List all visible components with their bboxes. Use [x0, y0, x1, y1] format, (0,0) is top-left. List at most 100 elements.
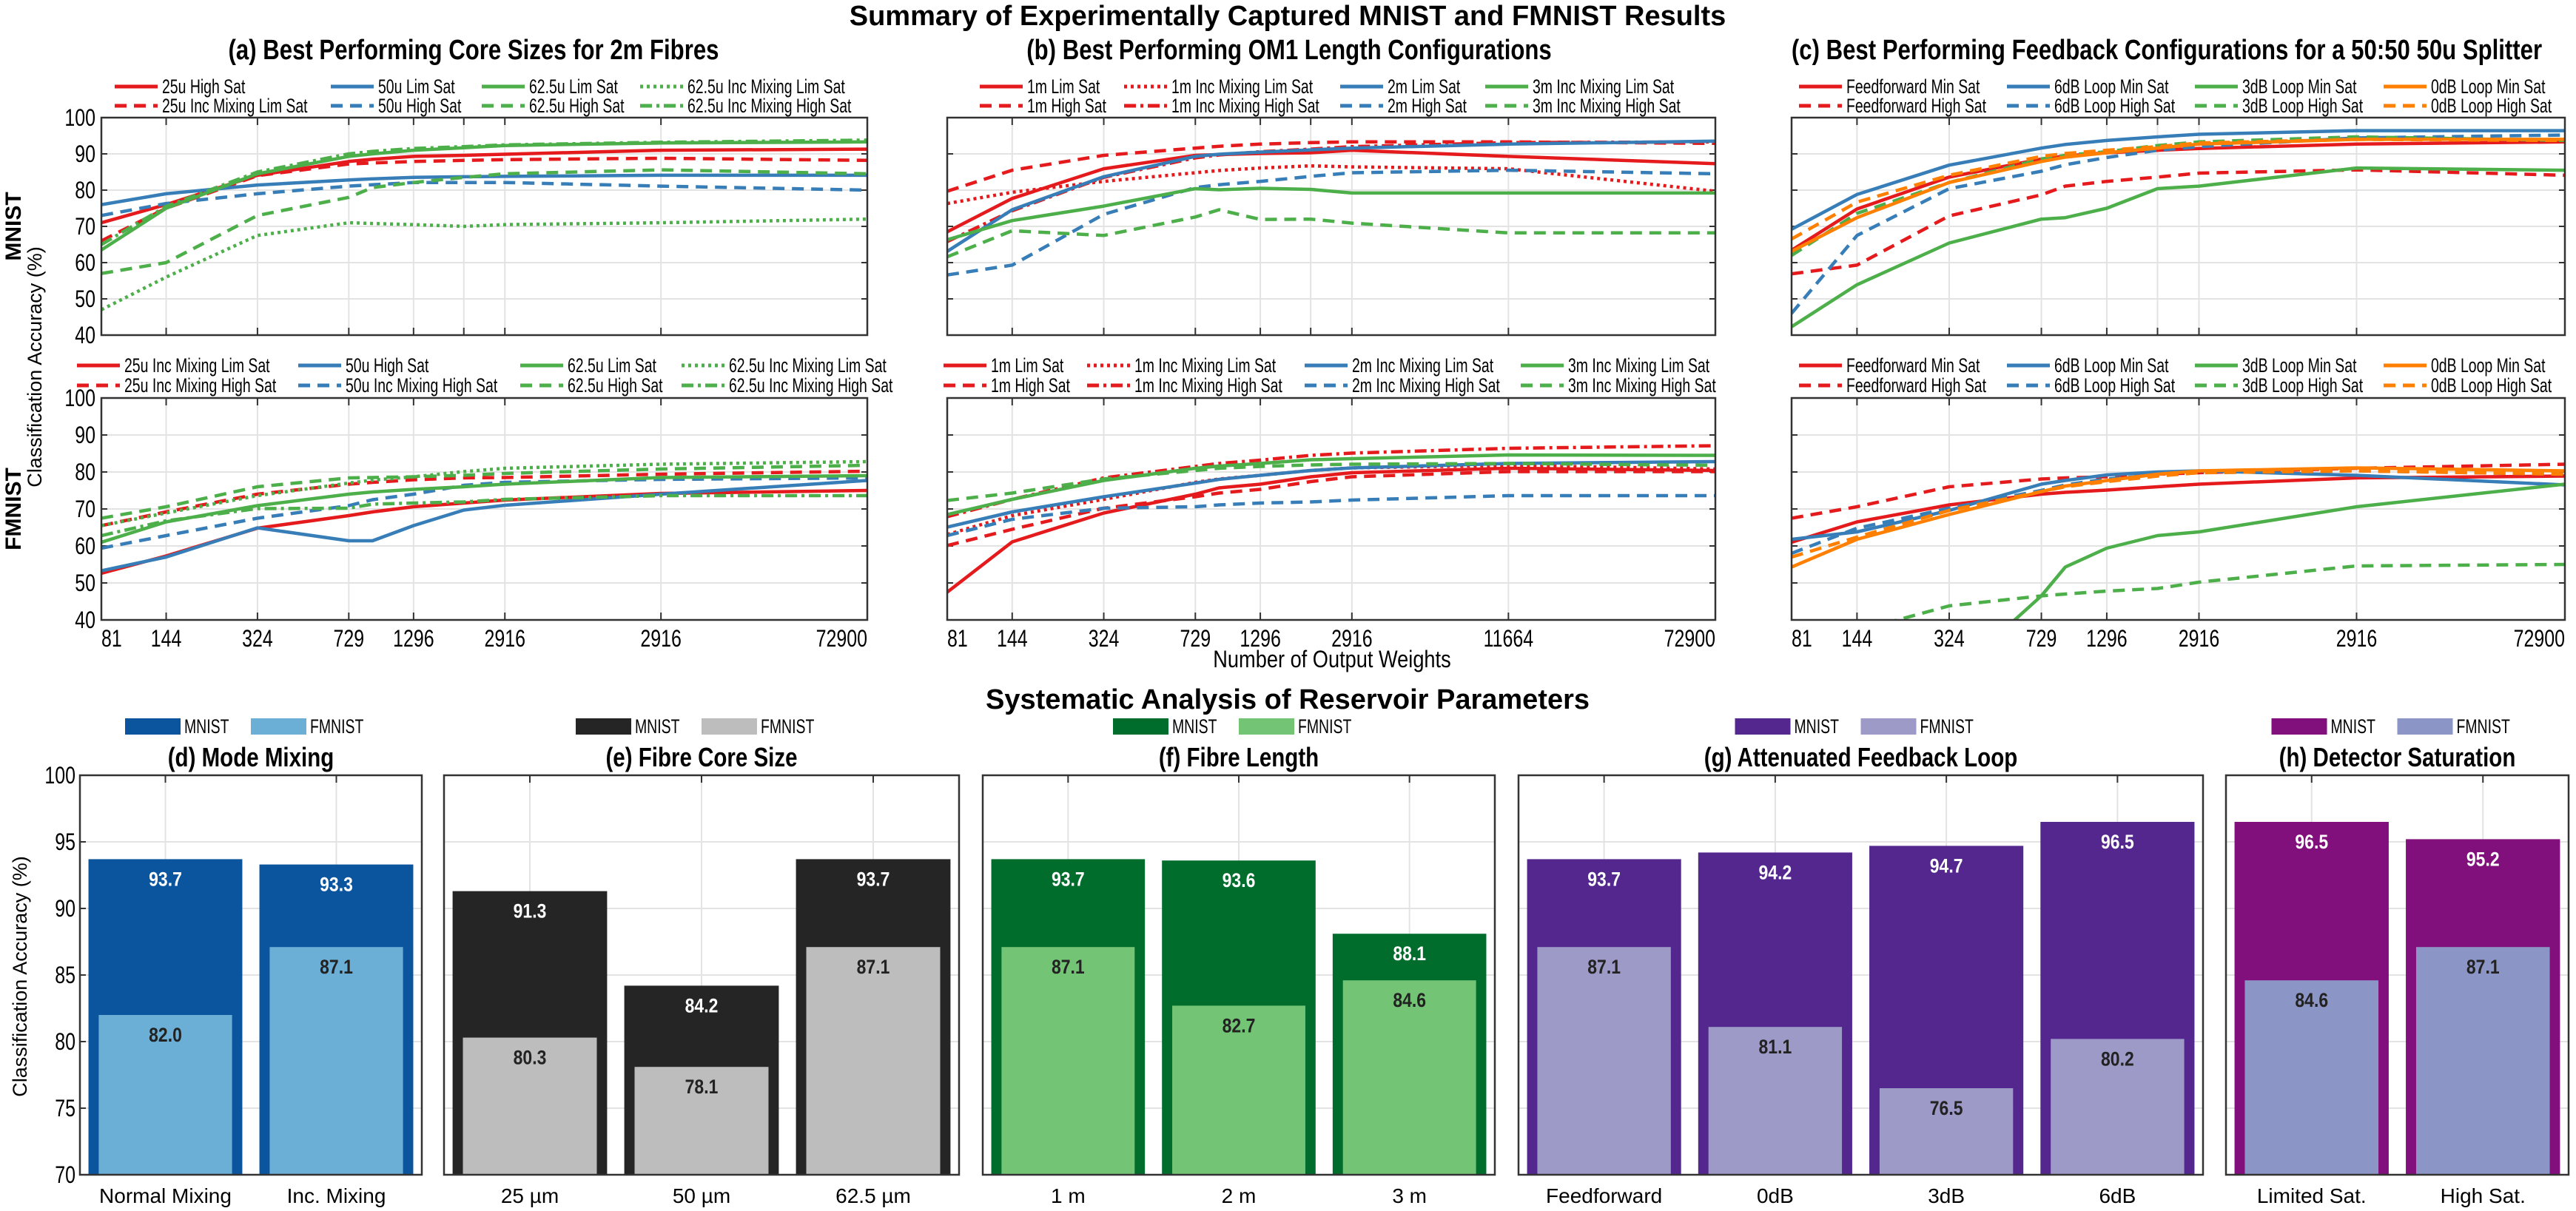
legend-label: 3m Inc Mixing Lim Sat [1533, 75, 1675, 98]
series-line [947, 208, 1715, 259]
panel-title: (g) Attenuated Feedback Loop [1704, 742, 2018, 772]
legend-item: 62.5u Lim Sat [482, 75, 618, 98]
x-axis-label-lines: Number of Output Weights [1213, 647, 1450, 673]
y-tick-label: 100 [44, 763, 75, 789]
series-line [101, 217, 867, 311]
series-line [947, 186, 1715, 242]
x-tick-label: Inc. Mixing [287, 1184, 386, 1207]
legend-item: 3dB Loop Min Sat [2195, 354, 2357, 377]
bar-value-label: 84.6 [1393, 989, 1426, 1011]
legend-label: 3m Inc Mixing Lim Sat [1568, 354, 1710, 377]
legend-label: 1m Inc Mixing High Sat [1171, 95, 1319, 117]
legend-label: 25u High Sat [162, 75, 246, 98]
bar-fmnist [269, 947, 403, 1175]
legend-item: 25u Inc Mixing Lim Sat [77, 354, 270, 377]
legend-item: Feedforward Min Sat [1799, 75, 1980, 98]
x-tick-label: 1296 [393, 626, 434, 652]
panel-title: (a) Best Performing Core Sizes for 2m Fi… [229, 35, 719, 66]
legend: MNIST FMNIST [2271, 715, 2510, 738]
bar-chart-f: (f) Fibre Length MNIST FMNIST 1 m 2 m 3 m 93.7… [981, 715, 1496, 1207]
x-tick-label: 2916 [2336, 626, 2378, 652]
x-tick-label: 6dB [2099, 1184, 2136, 1207]
y-tick-label: 70 [75, 214, 95, 240]
y-tick-label: 100 [64, 105, 95, 132]
legend-label: 3dB Loop Min Sat [2242, 75, 2357, 98]
x-tick-label: 144 [997, 626, 1028, 652]
series-line [101, 493, 867, 538]
legend-swatch [702, 718, 757, 735]
y-tick-label: 50 [75, 286, 95, 313]
bar-fmnist [1708, 1027, 1843, 1175]
legend-label: 2m Inc Mixing High Sat [1352, 374, 1500, 397]
x-tick-label: 62.5 µm [835, 1184, 911, 1207]
series-line [1792, 129, 2565, 231]
bar-value-label: 84.6 [2295, 989, 2328, 1011]
legend-item: 25u Inc Mixing Lim Sat [115, 95, 308, 117]
bar-value-label: 87.1 [857, 956, 890, 978]
series-line [947, 140, 1715, 193]
bar-fmnist [806, 947, 941, 1175]
series-line [101, 469, 867, 527]
legend: MNIST FMNIST [125, 715, 363, 738]
y-tick-label: 60 [75, 533, 95, 560]
main-title: Summary of Experimentally Captured MNIST… [850, 1, 1726, 32]
x-tick-label: 2916 [1331, 626, 1373, 652]
legend-item: 1m Inc Mixing Lim Sat [1124, 75, 1314, 98]
legend-label: FMNIST [1920, 715, 1974, 738]
y-tick-label: 80 [55, 1029, 75, 1056]
bar-value-label: 78.1 [685, 1076, 719, 1098]
legend-swatch [2397, 718, 2453, 735]
panel-title: (h) Detector Saturation [2279, 742, 2516, 772]
bar-value-label: 84.2 [685, 995, 719, 1017]
legend-item: 3m Inc Mixing Lim Sat [1485, 75, 1675, 98]
bar-fmnist [463, 1037, 597, 1175]
legend-swatch [1860, 718, 1917, 735]
series-line [1792, 140, 2565, 252]
legend-item: 62.5u Inc Mixing Lim Sat [640, 75, 845, 98]
legend-label: 3m Inc Mixing High Sat [1568, 374, 1716, 397]
x-tick-label: 72900 [2514, 626, 2565, 652]
legend-label: 6dB Loop High Sat [2054, 374, 2176, 397]
row-label-fmnist: FMNIST [1, 468, 26, 550]
legend-label: 62.5u Lim Sat [529, 75, 618, 98]
legend-label: 0dB Loop Min Sat [2431, 354, 2546, 377]
series-line [947, 493, 1715, 538]
x-tick-label: Normal Mixing [99, 1184, 232, 1207]
x-tick-label: 1296 [2086, 626, 2128, 652]
y-tick-label: 85 [55, 962, 75, 989]
y-axis-label-lines: Classification Accuracy (%) [24, 246, 46, 488]
legend-item: 62.5u Inc Mixing Lim Sat [682, 354, 887, 377]
series-line [1792, 168, 2565, 276]
x-tick-label: 1296 [1240, 626, 1281, 652]
legend-item: Feedforward High Sat [1799, 95, 1986, 117]
line-chart-a-mnist: (a) Best Performing Core Sizes for 2m Fi… [64, 35, 869, 349]
x-tick-label: 729 [2026, 626, 2057, 652]
legend-label: 1m Lim Sat [991, 354, 1064, 377]
x-tick-label: Limited Sat. [2257, 1184, 2367, 1207]
legend-item: 2m High Sat [1340, 95, 1467, 117]
bar-value-label: 93.6 [1223, 869, 1256, 891]
legend-label: FMNIST [310, 715, 363, 738]
section2-title: Systematic Analysis of Reservoir Paramet… [986, 684, 1590, 715]
x-tick-label: 25 µm [501, 1184, 559, 1207]
axes-box [981, 774, 1496, 1176]
legend-label: Feedforward High Sat [1846, 95, 1986, 117]
y-tick-label: 40 [75, 323, 95, 349]
legend-item: 3dB Loop High Sat [2195, 95, 2364, 117]
x-tick-label: 11664 [1484, 626, 1534, 652]
y-tick-label: 50 [75, 570, 95, 597]
legend-label: 3dB Loop High Sat [2242, 374, 2364, 397]
series-line [1792, 133, 2565, 315]
bar-value-label: 93.7 [857, 868, 890, 891]
x-tick-label: 324 [1934, 626, 1965, 652]
axes-box [946, 116, 1717, 337]
bar-value-label: 93.7 [149, 868, 182, 891]
x-tick-label: Feedforward [1546, 1184, 1662, 1207]
legend-item: 1m Lim Sat [980, 75, 1100, 98]
legend-swatch [1735, 718, 1791, 735]
axes-box [78, 774, 423, 1176]
axes-box [443, 774, 961, 1176]
x-tick-label: 2916 [2179, 626, 2220, 652]
legend-label: 50u High Sat [346, 354, 429, 377]
legend-item: 50u High Sat [298, 354, 429, 377]
